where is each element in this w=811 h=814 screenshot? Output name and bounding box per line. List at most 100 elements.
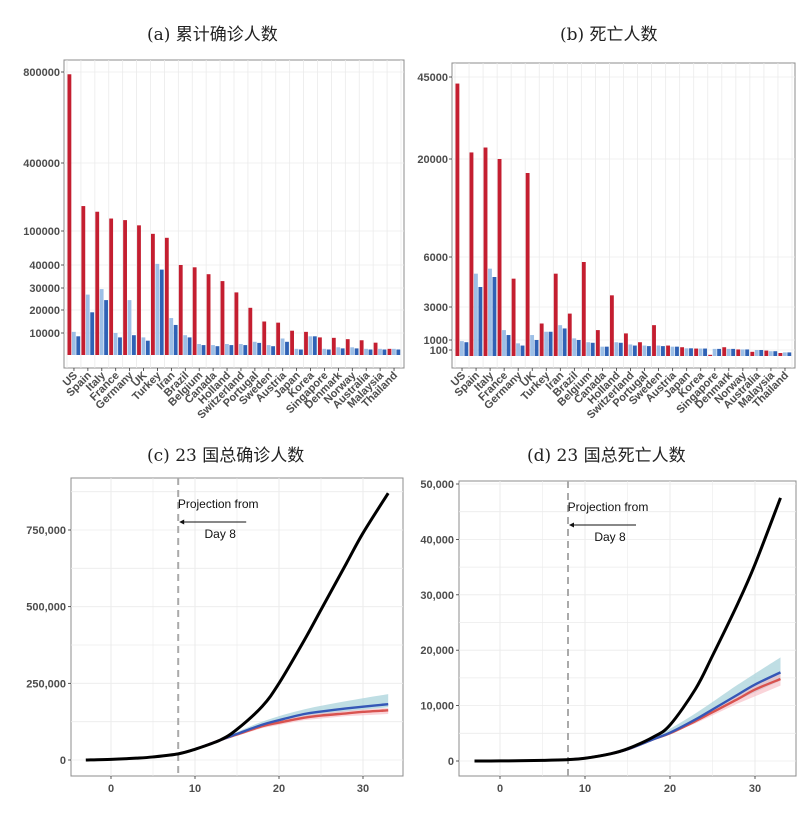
bar-projection-light (558, 325, 563, 356)
panel-b-bar-chart: 1001000300060002000045000USSpainItalyFra… (417, 62, 796, 421)
bar-projection-dark (368, 349, 373, 355)
bar-projection-dark (299, 349, 303, 355)
bar-actual (178, 265, 183, 355)
bar-projection-light (642, 345, 647, 356)
bar-projection-light (183, 335, 188, 355)
bar-projection-dark (632, 345, 637, 356)
bar-actual (511, 278, 516, 356)
y-tick-label: 30,000 (420, 590, 454, 602)
bar-projection-light (378, 348, 382, 355)
bar-actual (525, 173, 530, 356)
bar-projection-dark (689, 348, 693, 356)
bar-projection-light (71, 331, 76, 355)
bar-projection-light (488, 268, 492, 356)
bar-actual (553, 273, 558, 356)
bar-projection-dark (675, 346, 679, 356)
panel-a-bar-chart: 10000200003000040000100000400000800000US… (23, 59, 405, 421)
y-tick-label: 1000 (424, 335, 448, 347)
bar-projection-light (726, 348, 731, 356)
y-tick-label: 40,000 (420, 534, 454, 546)
bar-projection-light (544, 331, 549, 356)
bar-projection-light (614, 342, 619, 356)
bar-projection-light (572, 338, 577, 356)
x-tick-label: 30 (749, 783, 761, 795)
bar-projection-light (782, 352, 787, 356)
bar-projection-dark (90, 312, 95, 355)
bar-projection-dark (257, 342, 262, 355)
bar-projection-dark (118, 337, 122, 355)
bar-projection-light (586, 342, 591, 356)
bar-projection-dark (759, 350, 764, 356)
y-tick-label: 40000 (29, 260, 60, 272)
x-tick-label: 20 (273, 783, 285, 795)
bar-projection-light (364, 348, 368, 355)
bar-projection-dark (464, 342, 469, 356)
bar-actual (387, 348, 392, 355)
bar-actual (248, 307, 253, 355)
bar-projection-dark (520, 345, 525, 356)
bar-actual (652, 325, 656, 356)
bar-projection-dark (201, 345, 206, 355)
bar-actual (304, 331, 308, 355)
annotation-line1: Projection from (568, 500, 649, 514)
bar-projection-light (141, 337, 146, 355)
bar-actual (262, 321, 267, 355)
bar-projection-dark (173, 324, 178, 355)
bar-projection-dark (104, 300, 108, 355)
bar-actual (290, 330, 294, 355)
bar-projection-light (294, 348, 299, 355)
bar-actual (708, 354, 713, 356)
y-tick-label: 30000 (29, 283, 60, 295)
bar-projection-light (684, 348, 689, 356)
y-tick-label: 250,000 (26, 678, 66, 690)
bar-actual (764, 350, 769, 356)
bar-projection-light (85, 294, 90, 355)
bar-projection-light (336, 347, 341, 355)
panel-a-title: (a) 累计确诊人数 (147, 25, 278, 45)
y-tick-label: 20000 (29, 305, 60, 317)
bar-actual (666, 345, 670, 356)
y-tick-label: 0 (60, 755, 66, 767)
bar-projection-dark (187, 337, 192, 355)
bar-projection-light (238, 344, 243, 355)
bar-projection-light (225, 344, 229, 355)
bar-projection-dark (787, 352, 792, 356)
bar-actual (483, 147, 488, 356)
bar-actual (609, 295, 614, 356)
bar-actual (778, 353, 783, 356)
bar-projection-dark (604, 346, 609, 356)
bar-actual (67, 74, 72, 356)
bar-projection-dark (745, 349, 750, 356)
x-tick-label: 0 (497, 783, 503, 795)
panel-d-line-chart: 0 10,000 20,000 30,000 40,000 50,000 0 10 20 30 Pr… (420, 479, 797, 795)
y-tick-label: 3000 (424, 302, 448, 314)
bar-projection-dark (215, 346, 220, 355)
bar-projection-dark (396, 349, 401, 355)
bar-projection-light (113, 333, 118, 355)
bar-projection-dark (285, 341, 289, 355)
y-tick-label: 10000 (29, 328, 60, 340)
bar-projection-light (698, 348, 703, 356)
y-tick-label: 100000 (23, 226, 60, 238)
bar-projection-dark (646, 346, 651, 356)
bar-actual (123, 220, 127, 355)
bar-actual (624, 333, 628, 356)
bar-actual (736, 349, 741, 356)
bar-projection-light (473, 273, 478, 356)
y-tick-label: 10,000 (420, 701, 454, 713)
bar-actual (192, 267, 197, 355)
bar-projection-light (155, 263, 160, 355)
bar-projection-dark (717, 348, 722, 356)
bar-projection-light (502, 330, 506, 356)
bar-projection-dark (478, 287, 483, 356)
bar-projection-light (516, 343, 520, 356)
bar-projection-dark (576, 340, 581, 356)
x-tick-label: 10 (189, 783, 201, 795)
bar-projection-dark (506, 335, 511, 356)
bar-projection-light (530, 335, 535, 356)
bar-projection-light (169, 318, 174, 355)
bar-actual (722, 347, 727, 356)
bar-projection-dark (271, 346, 275, 355)
bar-projection-dark (354, 348, 359, 355)
